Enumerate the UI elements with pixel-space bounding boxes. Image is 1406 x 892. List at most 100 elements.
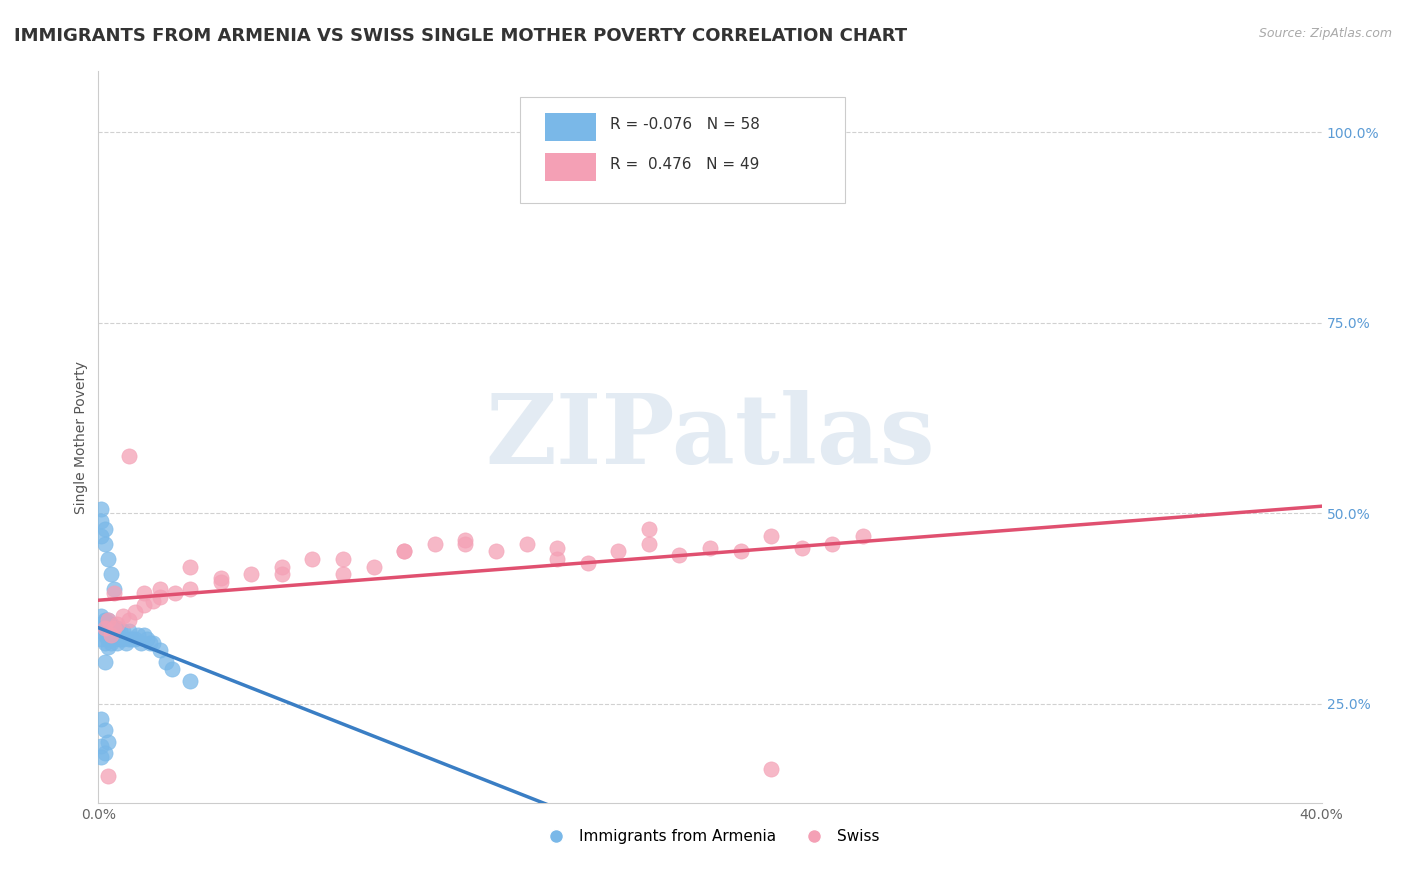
Point	[97, 621, 120, 635]
Point	[93, 621, 115, 635]
Point	[637, 521, 661, 535]
Point	[301, 552, 323, 566]
Point	[668, 548, 690, 562]
Point	[759, 762, 782, 776]
Point	[100, 636, 122, 650]
Legend: Immigrants from Armenia, Swiss: Immigrants from Armenia, Swiss	[534, 822, 886, 850]
Point	[852, 529, 875, 543]
Point	[90, 616, 112, 631]
Point	[93, 616, 115, 631]
Point	[124, 605, 146, 619]
Point	[108, 632, 131, 646]
Point	[149, 582, 172, 597]
Point	[163, 586, 186, 600]
Point	[179, 582, 201, 597]
Point	[93, 537, 115, 551]
Point	[103, 586, 125, 600]
Point	[97, 632, 120, 646]
Point	[90, 529, 112, 543]
Point	[546, 552, 568, 566]
Point	[149, 590, 172, 604]
Point	[179, 559, 201, 574]
Point	[118, 624, 141, 639]
Point	[730, 544, 752, 558]
Point	[108, 624, 131, 639]
Point	[363, 559, 385, 574]
Point	[546, 541, 568, 555]
Point	[90, 750, 112, 764]
Text: ZIPatlas: ZIPatlas	[485, 390, 935, 484]
Point	[392, 544, 416, 558]
Point	[103, 582, 125, 597]
Point	[118, 449, 141, 463]
Point	[392, 544, 416, 558]
Point	[179, 673, 201, 688]
Point	[821, 537, 844, 551]
Point	[100, 624, 122, 639]
Point	[124, 632, 146, 646]
Point	[423, 537, 446, 551]
Point	[97, 613, 120, 627]
Point	[111, 632, 134, 646]
Point	[93, 613, 115, 627]
Point	[516, 537, 538, 551]
Point	[209, 574, 232, 589]
Point	[90, 609, 112, 624]
Point	[103, 621, 125, 635]
Point	[93, 521, 115, 535]
Point	[134, 586, 156, 600]
Point	[790, 541, 813, 555]
Point	[90, 514, 112, 528]
Point	[121, 632, 143, 646]
Point	[270, 559, 292, 574]
Point	[134, 598, 156, 612]
Point	[105, 628, 128, 642]
Point	[160, 663, 183, 677]
Point	[97, 624, 120, 639]
Bar	[546, 113, 596, 141]
Point	[97, 769, 120, 783]
Point	[97, 552, 120, 566]
Point	[454, 533, 477, 547]
Point	[90, 712, 112, 726]
Point	[111, 624, 134, 639]
Point	[105, 616, 128, 631]
Point	[100, 628, 122, 642]
Point	[127, 628, 149, 642]
Point	[129, 636, 152, 650]
Point	[485, 544, 508, 558]
Point	[155, 655, 177, 669]
Text: IMMIGRANTS FROM ARMENIA VS SWISS SINGLE MOTHER POVERTY CORRELATION CHART: IMMIGRANTS FROM ARMENIA VS SWISS SINGLE …	[14, 27, 907, 45]
Point	[332, 567, 354, 582]
Y-axis label: Single Mother Poverty: Single Mother Poverty	[75, 360, 89, 514]
Point	[103, 621, 125, 635]
Text: Source: ZipAtlas.com: Source: ZipAtlas.com	[1258, 27, 1392, 40]
Point	[100, 567, 122, 582]
Text: R = -0.076   N = 58: R = -0.076 N = 58	[610, 117, 759, 131]
Point	[240, 567, 263, 582]
Point	[97, 735, 120, 749]
Point	[93, 628, 115, 642]
Point	[142, 594, 165, 608]
Point	[332, 552, 354, 566]
Point	[90, 739, 112, 753]
Point	[90, 624, 112, 639]
Point	[118, 613, 141, 627]
Point	[759, 529, 782, 543]
Point	[90, 502, 112, 516]
Point	[93, 655, 115, 669]
Point	[93, 636, 115, 650]
Point	[115, 636, 138, 650]
Point	[454, 537, 477, 551]
Point	[100, 616, 122, 631]
Point	[209, 571, 232, 585]
Point	[105, 621, 128, 635]
Point	[270, 567, 292, 582]
Point	[637, 537, 661, 551]
Point	[607, 544, 630, 558]
Point	[149, 643, 172, 657]
Point	[142, 636, 165, 650]
Point	[576, 556, 599, 570]
Point	[93, 621, 115, 635]
Point	[699, 541, 721, 555]
